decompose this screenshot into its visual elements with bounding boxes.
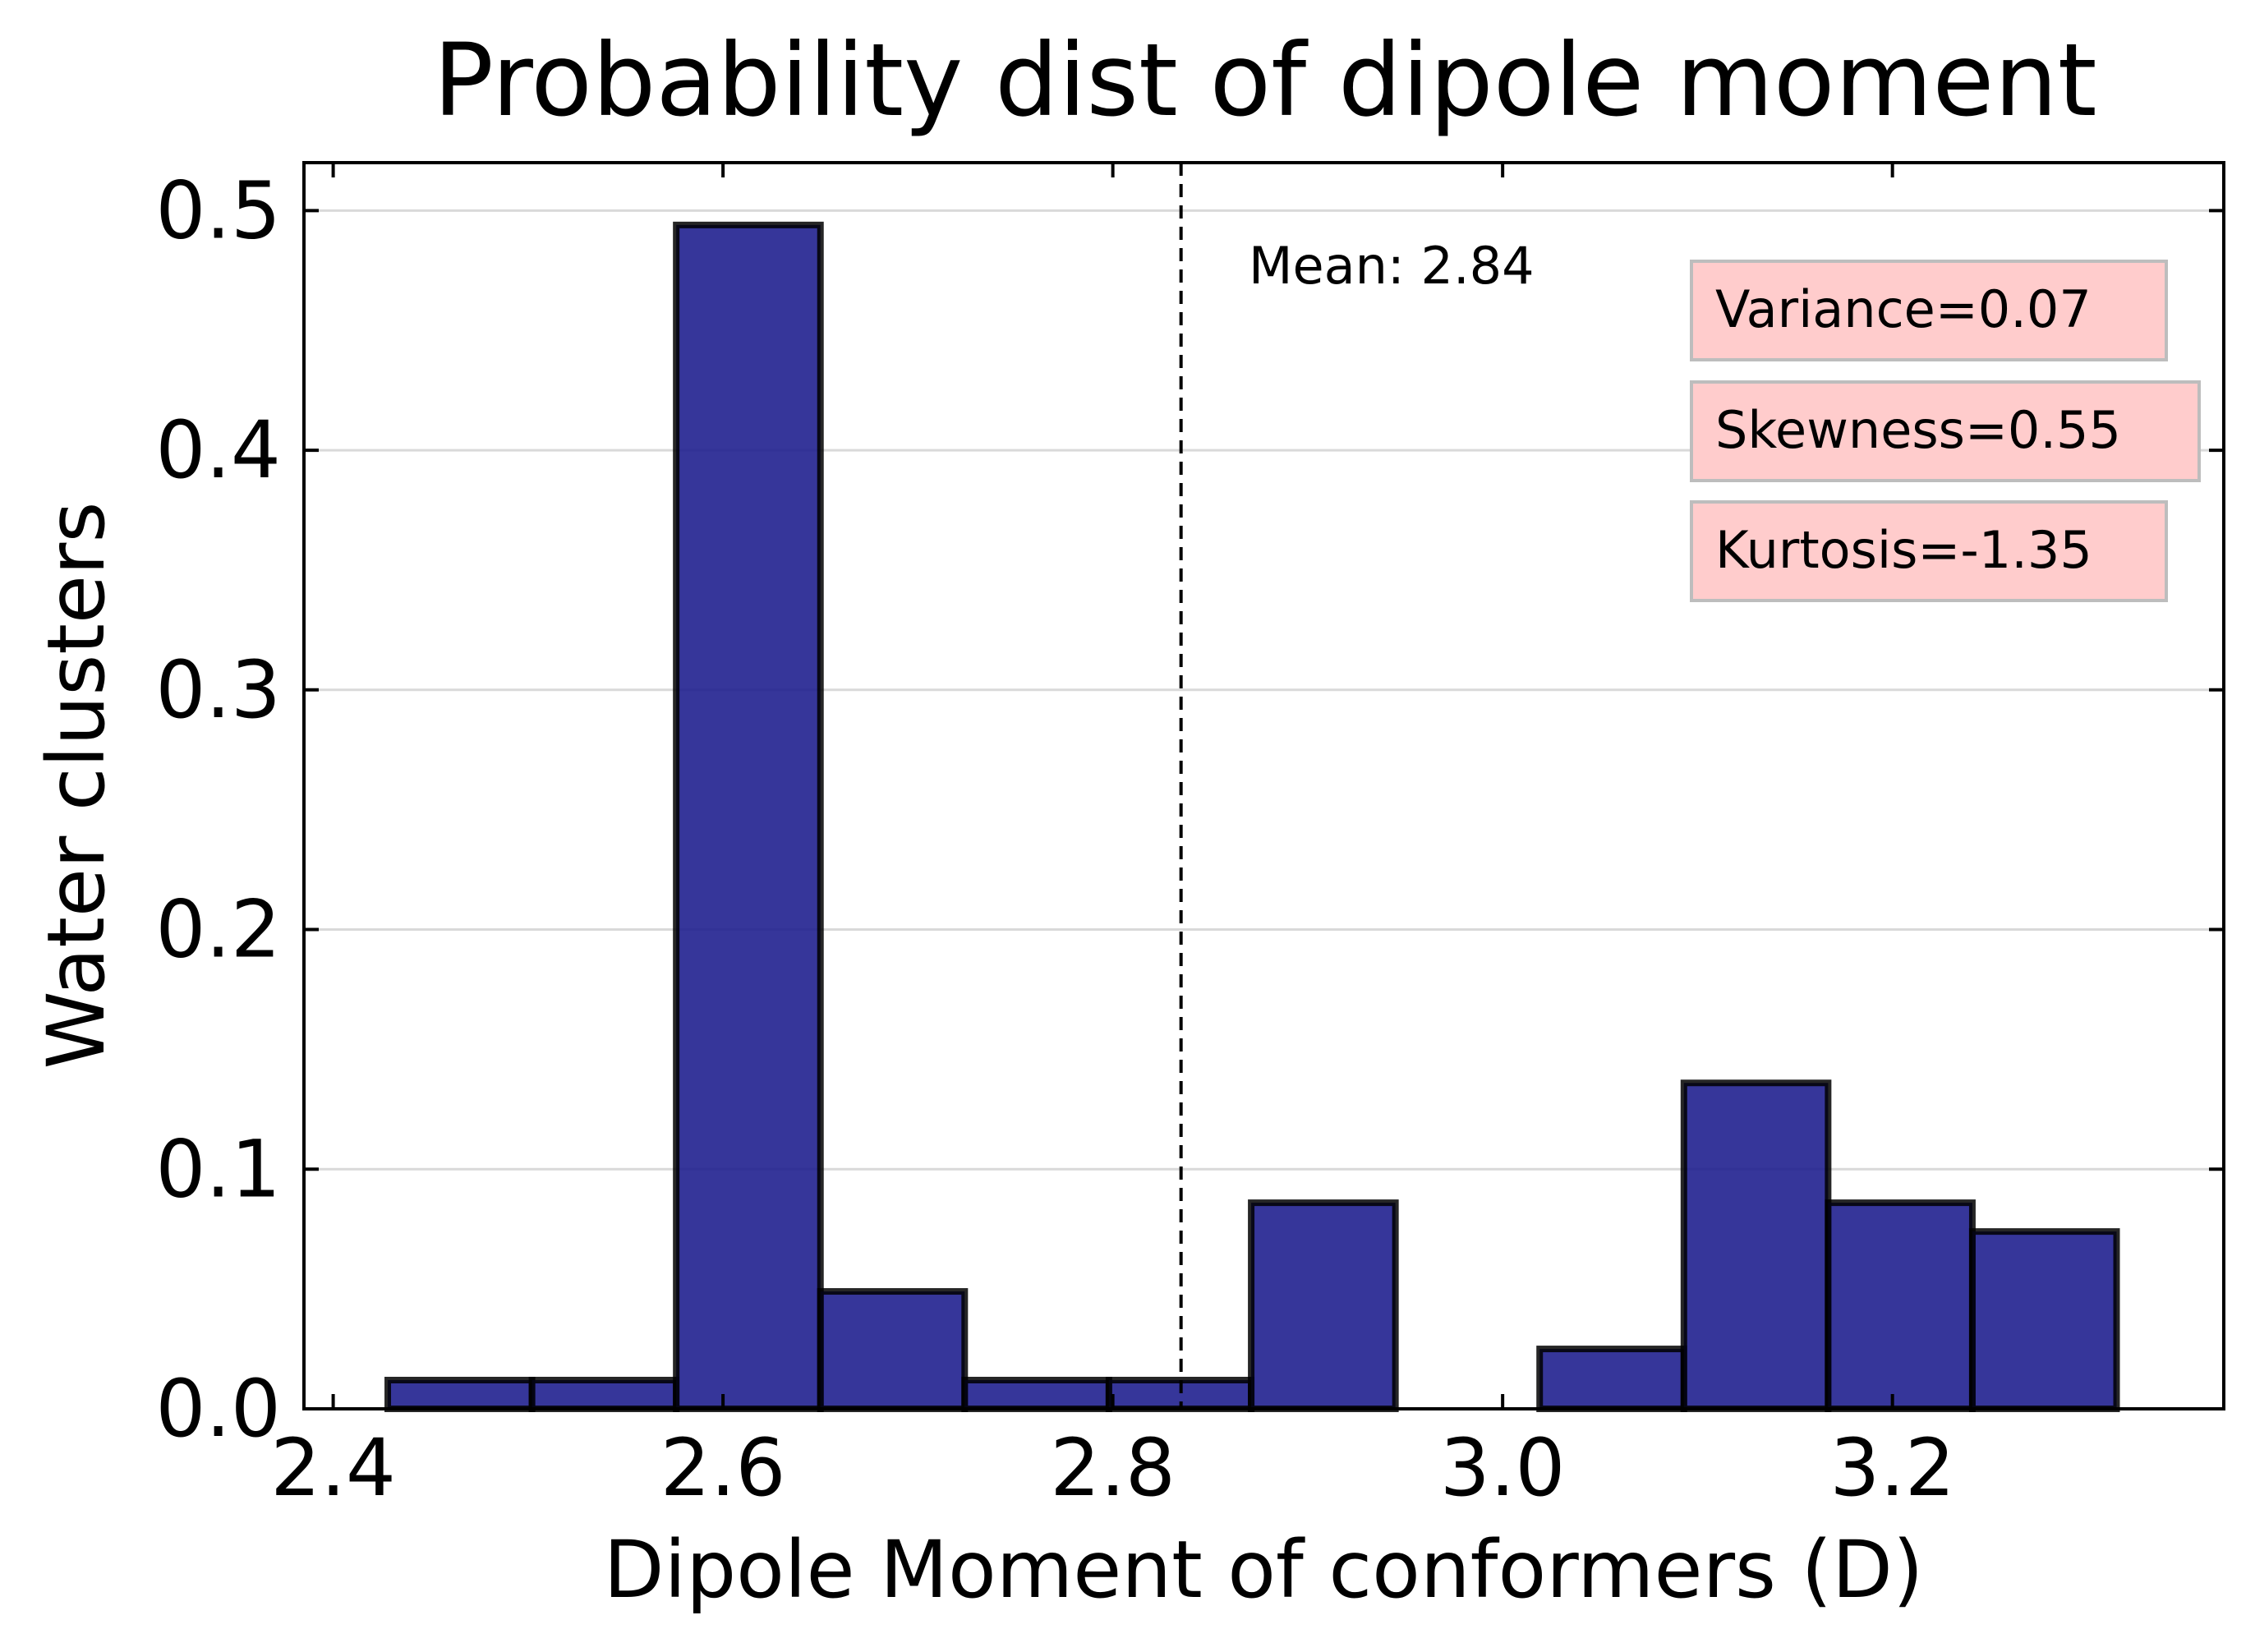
histogram-bar-9 [1680, 1079, 1832, 1412]
kurtosis-box: Kurtosis=-1.35 [1690, 500, 2168, 602]
x-tick-label-1: 2.6 [660, 1422, 786, 1514]
y-tick-label-1: 0.1 [155, 1123, 281, 1215]
histogram-bar-1 [528, 1376, 680, 1412]
histogram-bar-10 [1825, 1199, 1976, 1413]
x-tick-label-3: 3.0 [1440, 1422, 1566, 1514]
x-tick-label-4: 3.2 [1829, 1422, 1955, 1514]
y-tick-label-5: 0.5 [155, 164, 281, 256]
histogram-bar-2 [673, 221, 824, 1413]
x-tick-label-0: 2.4 [270, 1422, 396, 1514]
x-axis-ticks: 2.4 2.6 2.8 3.0 3.2 [270, 163, 1955, 1514]
y-tick-label-3: 0.3 [155, 644, 281, 736]
histogram-bar-3 [817, 1288, 969, 1412]
skewness-label: Skewness=0.55 [1715, 400, 2121, 460]
x-tick-label-2: 2.8 [1050, 1422, 1176, 1514]
x-axis-label: Dipole Moment of conformers (D) [604, 1524, 1924, 1616]
variance-box: Variance=0.07 [1690, 260, 2168, 361]
histogram-bar-11 [1968, 1228, 2120, 1413]
y-tick-label-0: 0.0 [155, 1363, 281, 1455]
mean-annotation: Mean: 2.84 [1249, 236, 1535, 296]
histogram-bar-0 [384, 1376, 536, 1412]
variance-label: Variance=0.07 [1715, 279, 2092, 339]
y-axis-ticks: 0.0 0.1 0.2 0.3 0.4 0.5 [155, 164, 2224, 1455]
y-tick-label-4: 0.4 [155, 404, 281, 496]
histogram-bar-6 [1248, 1199, 1399, 1413]
kurtosis-label: Kurtosis=-1.35 [1715, 520, 2092, 580]
histogram-bar-4 [961, 1376, 1112, 1412]
skewness-box: Skewness=0.55 [1690, 380, 2201, 482]
chart-title: Probability dist of dipole moment [433, 22, 2096, 139]
y-axis-label: Water clusters [30, 502, 122, 1070]
y-tick-label-2: 0.2 [155, 884, 281, 976]
bars [384, 221, 2120, 1413]
plot-frame [302, 161, 2225, 1410]
histogram-bar-8 [1536, 1346, 1687, 1412]
